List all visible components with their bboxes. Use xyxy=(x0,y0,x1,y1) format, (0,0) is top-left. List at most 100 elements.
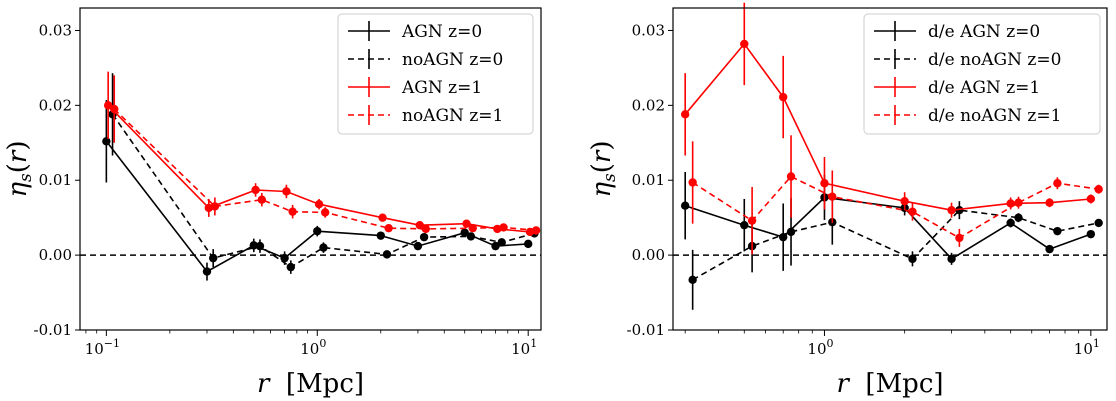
data-point xyxy=(415,220,424,230)
legend-label: d/e noAGN z=1 xyxy=(928,106,1061,126)
data-point xyxy=(786,172,796,181)
series-2 xyxy=(103,71,535,237)
data-point xyxy=(1014,213,1023,222)
x-axis-variable: r xyxy=(257,369,271,399)
data-point xyxy=(1094,185,1103,194)
data-point xyxy=(740,220,749,230)
data-point xyxy=(319,243,328,252)
data-point xyxy=(1014,198,1023,207)
y-tick-label: 0.00 xyxy=(39,246,72,264)
series-line xyxy=(107,104,531,233)
series-0 xyxy=(102,100,533,281)
legend: AGN z=0 noAGN z=0 AGN z=1 noAGN z=1 xyxy=(337,13,534,135)
data-point xyxy=(820,179,829,188)
y-tick-label: 0.03 xyxy=(632,21,665,39)
x-axis-unit: [Mpc] xyxy=(849,369,944,399)
data-point xyxy=(947,205,956,215)
data-point xyxy=(497,238,506,247)
data-point xyxy=(740,39,749,49)
series-3 xyxy=(688,135,1103,255)
data-point xyxy=(110,104,119,114)
x-tick-exponent: 0 xyxy=(827,337,834,350)
y-tick-label: -0.01 xyxy=(34,321,72,339)
legend-box xyxy=(337,13,534,135)
series-3 xyxy=(110,75,541,235)
y-tick-label: 0.00 xyxy=(632,246,665,264)
legend-label: AGN z=0 xyxy=(401,22,482,42)
series-1 xyxy=(688,198,1103,310)
data-point xyxy=(382,250,392,259)
x-tick-base: 10 xyxy=(1074,340,1093,358)
data-point xyxy=(286,262,296,272)
data-point xyxy=(1086,229,1096,239)
x-tick-base: 10 xyxy=(511,340,530,358)
x-tick-label: 10−1 xyxy=(85,337,120,358)
data-point xyxy=(1053,179,1062,188)
x-tick-base: 10 xyxy=(85,340,104,358)
data-point xyxy=(828,192,837,201)
legend-label: d/e AGN z=0 xyxy=(928,22,1040,42)
series-line xyxy=(113,108,537,232)
data-point xyxy=(103,101,113,110)
data-point xyxy=(680,110,690,119)
series-line xyxy=(111,113,535,269)
legend-label: noAGN z=1 xyxy=(402,106,503,126)
data-point xyxy=(282,187,291,196)
data-point xyxy=(384,223,393,233)
data-point xyxy=(460,228,469,237)
data-point xyxy=(376,231,385,240)
x-tick-label: 100 xyxy=(300,337,326,358)
x-axis-label: r [Mpc] xyxy=(836,369,943,399)
data-point xyxy=(1006,218,1015,228)
data-point xyxy=(688,275,697,285)
data-point xyxy=(255,241,265,251)
data-point xyxy=(1045,244,1054,254)
data-point xyxy=(779,92,788,102)
series-line xyxy=(105,140,529,273)
data-point xyxy=(900,197,909,206)
data-point xyxy=(779,232,788,242)
data-point xyxy=(1086,194,1096,204)
plot-frame xyxy=(79,7,542,331)
legend-label: AGN z=1 xyxy=(401,78,482,98)
x-tick-exponent: 0 xyxy=(319,337,326,350)
x-tick-exponent: −1 xyxy=(104,337,120,350)
x-tick-label: 101 xyxy=(511,337,537,358)
y-axis-label: ηs(r) xyxy=(587,140,620,197)
data-point xyxy=(288,207,297,216)
series-0 xyxy=(680,171,1096,271)
data-point xyxy=(421,224,431,234)
data-point xyxy=(747,216,757,225)
data-point xyxy=(1094,218,1103,228)
x-tick-exponent: 1 xyxy=(530,337,537,350)
x-axis-label: r [Mpc] xyxy=(257,369,364,399)
legend-label: d/e noAGN z=0 xyxy=(928,50,1061,70)
data-point xyxy=(257,195,267,204)
y-tick-label: -0.01 xyxy=(627,321,665,339)
legend-label: d/e AGN z=1 xyxy=(928,78,1040,98)
plot-frame xyxy=(672,7,1108,331)
data-point xyxy=(314,199,324,209)
series-line xyxy=(692,175,1099,239)
legend-box xyxy=(863,13,1101,135)
data-point xyxy=(413,241,423,251)
data-point xyxy=(1045,198,1054,207)
y-tick-label: 0.03 xyxy=(39,21,72,39)
data-point xyxy=(786,227,796,237)
y-tick-label: 0.02 xyxy=(39,96,72,114)
legend: d/e AGN z=0 d/e noAGN z=0 d/e AGN z=1 d/e n… xyxy=(863,13,1101,135)
data-point xyxy=(466,232,476,241)
data-point xyxy=(491,241,500,251)
y-tick-label: 0.01 xyxy=(632,171,665,189)
data-point xyxy=(202,267,212,276)
data-point xyxy=(378,213,387,222)
data-point xyxy=(523,239,533,249)
data-point xyxy=(680,201,690,210)
data-point xyxy=(320,208,330,217)
data-point xyxy=(908,254,917,264)
legend-label: noAGN z=0 xyxy=(402,50,503,70)
data-point xyxy=(210,202,220,211)
